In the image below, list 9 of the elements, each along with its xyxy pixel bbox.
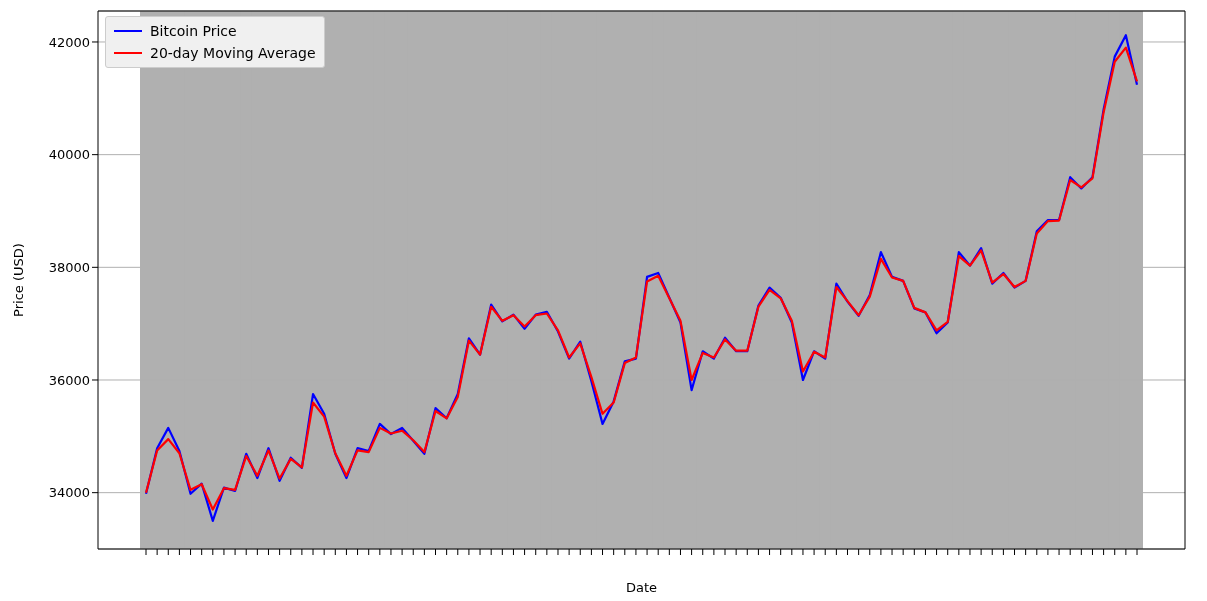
legend-label: 20-day Moving Average xyxy=(150,44,316,63)
y-tick-label: 40000 xyxy=(48,147,90,163)
y-axis-title: Price (USD) xyxy=(10,243,26,317)
y-tick-label: 38000 xyxy=(48,259,90,275)
x-axis-title: Date xyxy=(625,580,658,595)
y-tick-label: 36000 xyxy=(48,372,90,388)
y-tick-label: 42000 xyxy=(48,34,90,50)
y-tick-label: 34000 xyxy=(48,485,90,501)
legend-label: Bitcoin Price xyxy=(150,22,237,41)
